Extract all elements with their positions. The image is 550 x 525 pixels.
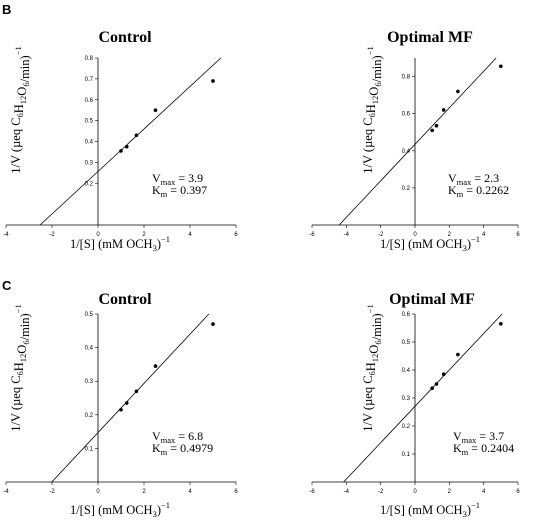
chart-title: Control (98, 291, 152, 308)
x-tick-label: -2 (49, 489, 55, 495)
x-tick-label: -2 (378, 489, 384, 495)
y-tick-label: 0.2 (402, 424, 411, 430)
y-tick-label: 0.6 (402, 112, 411, 118)
x-tick-label: -6 (309, 489, 315, 495)
y-tick-label: 0.2 (85, 181, 94, 187)
y-tick-label: 0.8 (85, 56, 94, 62)
x-tick-label: 2 (448, 489, 452, 495)
x-tick-label: 6 (516, 489, 520, 495)
x-tick-label: 4 (188, 489, 192, 495)
x-tick-label: -4 (3, 489, 9, 495)
km-annotation: Km = 0.4979 (152, 441, 213, 457)
regression-line (338, 57, 497, 226)
chart-panel-2: -6 -4 -2 0 2 4 6 0.2 0.4 0.6 0.8 Optimal MF1/V (µeq… (309, 29, 520, 253)
data-point (430, 128, 434, 133)
data-point (124, 144, 129, 149)
y-tick-label: 0.4 (85, 140, 94, 146)
chart-panel-1: -4 -2 0 2 4 6 0.2 0.3 0.4 0.5 0.6 0.7 0.8 Control 1/V … (3, 29, 238, 253)
chart-title: Control (98, 29, 152, 46)
data-point (211, 322, 215, 326)
y-tick-label: 0.4 (85, 346, 94, 352)
data-point (153, 108, 158, 112)
x-tick-label: -4 (344, 232, 350, 238)
y-tick-label: 0.5 (85, 119, 94, 125)
x-tick-label: 2 (142, 232, 146, 238)
km-annotation: Km = 0.397 (152, 183, 207, 199)
data-point (499, 64, 503, 69)
y-tick-label: 0.4 (402, 149, 411, 155)
chart-title: Optimal MF (387, 29, 473, 46)
km-annotation: Km = 0.2404 (453, 441, 514, 457)
data-point (499, 322, 503, 326)
y-tick-label: 0.2 (85, 413, 94, 419)
x-tick-label: 0 (96, 232, 100, 238)
panel-letter-b: B (2, 2, 12, 17)
x-tick-label: 2 (142, 489, 146, 495)
y-tick-label: 0.3 (402, 396, 411, 402)
panel-letter-c: C (2, 278, 12, 293)
y-tick-label: 0.6 (85, 98, 94, 104)
x-tick-label: 4 (482, 489, 486, 495)
x-tick-label: 0 (413, 489, 417, 495)
y-axis-label: 1/V (µeq C6H12O6/min)−11/V (µeq C6H12O6/… (9, 304, 32, 431)
x-axis-label: 1/[S] (mM OCH3)−11/[S] (mM OCH3)−1 (70, 500, 170, 519)
chart-panel-4: -6 -4 -2 0 2 4 6 0.1 0.2 0.3 0.4 0.5 0.6 Optimal MF 1/… (309, 291, 520, 519)
y-tick-label: 0.3 (85, 160, 94, 166)
data-point (434, 382, 439, 386)
chart-panel-3: -4 -2 0 2 4 6 0.1 0.2 0.3 0.4 0.5 Control 1/V (µeq C… (3, 291, 238, 519)
y-axis-label: 1/V (µeq C6H12O6/min)−11/V (µeq C6H12O6/… (361, 46, 384, 173)
data-point (153, 364, 158, 368)
data-point (124, 401, 129, 405)
x-tick-label: 0 (96, 489, 100, 495)
x-tick-label: 2 (448, 232, 452, 238)
data-point (134, 133, 139, 138)
x-tick-label: 0 (413, 232, 417, 238)
y-tick-label: 0.8 (402, 75, 411, 81)
y-tick-label: 0.2 (402, 186, 411, 192)
data-point (456, 352, 460, 357)
x-axis-label: 1/[S] (mM OCH3)−11/[S] (mM OCH3)−1 (380, 234, 480, 253)
y-axis-label: 1/V (µeq C6H12O6/min)−11/V (µeq C6H12O6/… (361, 304, 384, 431)
x-tick-label: 4 (188, 232, 192, 238)
vmax-annotation: Vmax = 3.9 (152, 171, 203, 187)
y-tick-label: 0.1 (402, 452, 411, 458)
y-tick-label: 0.4 (402, 368, 411, 374)
vmax-annotation: Vmax = 6.8 (152, 429, 203, 445)
y-axis-label: 1/V (µeq C6H12O6/min)−11/V (µeq C6H12O6/… (9, 46, 32, 173)
data-point (441, 108, 446, 112)
x-tick-label: 6 (516, 232, 520, 238)
data-point (134, 389, 139, 394)
chart-title: Optimal MF (389, 291, 475, 308)
data-point (211, 79, 215, 83)
x-tick-label: -4 (344, 489, 350, 495)
vmax-annotation: Vmax = 2.3 (448, 171, 499, 187)
regression-line (343, 313, 503, 483)
x-tick-label: -2 (49, 232, 55, 238)
regression-line (39, 57, 222, 226)
y-tick-label: 0.6 (402, 312, 411, 318)
data-point (441, 372, 446, 377)
data-point (456, 89, 460, 94)
x-axis-label: 1/[S] (mM OCH3)−11/[S] (mM OCH3)−1 (380, 500, 480, 519)
data-point (119, 407, 123, 412)
x-axis-label: 1/[S] (mM OCH3)−11/[S] (mM OCH3)−1 (70, 234, 170, 253)
vmax-annotation: Vmax = 3.7 (453, 429, 504, 445)
y-tick-label: 0.7 (85, 77, 94, 83)
data-point (434, 123, 439, 128)
x-tick-label: -2 (378, 232, 384, 238)
x-tick-label: 4 (482, 232, 486, 238)
data-point (430, 386, 434, 391)
km-annotation: Km = 0.2262 (448, 183, 509, 199)
x-tick-label: 6 (234, 489, 238, 495)
y-tick-label: 0.5 (85, 312, 94, 318)
y-tick-label: 0.5 (402, 340, 411, 346)
x-tick-label: -6 (309, 232, 315, 238)
regression-line (51, 313, 210, 483)
x-tick-label: 6 (234, 232, 238, 238)
y-tick-label: 0.1 (85, 446, 94, 452)
data-point (119, 149, 123, 153)
x-tick-label: -4 (3, 232, 9, 238)
y-tick-label: 0.3 (85, 379, 94, 385)
